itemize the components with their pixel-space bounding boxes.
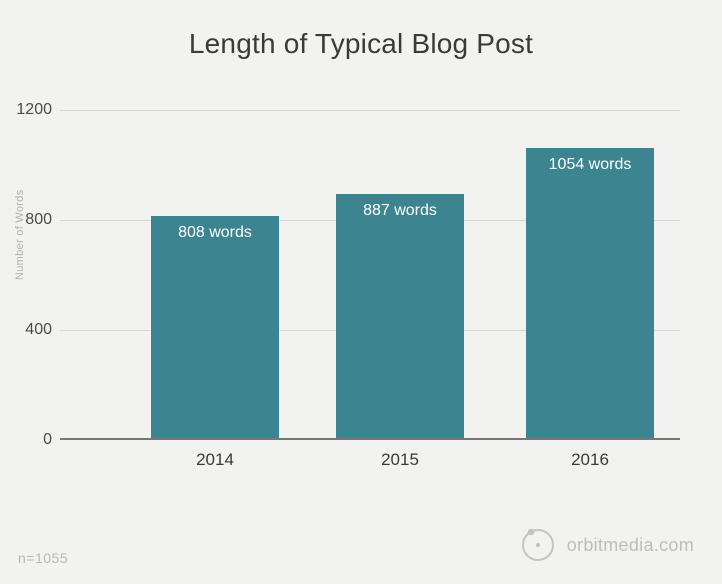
brand-text: orbitmedia.com — [567, 535, 694, 556]
chart-title: Length of Typical Blog Post — [0, 0, 722, 70]
chart-area: 808 words887 words1054 words 04008001200… — [60, 110, 680, 480]
y-tick-label: 800 — [0, 211, 52, 229]
brand-attribution: orbitmedia.com — [519, 526, 694, 564]
bar: 887 words — [336, 194, 464, 438]
bar: 808 words — [151, 216, 279, 438]
y-tick-label: 1200 — [0, 101, 52, 119]
y-tick-label: 0 — [0, 431, 52, 449]
bar-value-label: 808 words — [151, 224, 279, 242]
x-tick-label: 2015 — [381, 450, 419, 470]
bars-container: 808 words 887 words 1054 words — [60, 108, 680, 438]
plot-area: 808 words 887 words 1054 words — [60, 110, 680, 440]
orbit-icon — [519, 526, 557, 564]
bar-value-label: 1054 words — [526, 156, 654, 174]
bar: 1054 words — [526, 148, 654, 438]
x-tick-label: 2014 — [196, 450, 234, 470]
sample-size-note: n=1055 — [18, 550, 68, 566]
bar-value-label: 887 words — [336, 202, 464, 220]
y-axis-label: Number of Words — [14, 190, 26, 281]
x-tick-label: 2016 — [571, 450, 609, 470]
y-tick-label: 400 — [0, 321, 52, 339]
